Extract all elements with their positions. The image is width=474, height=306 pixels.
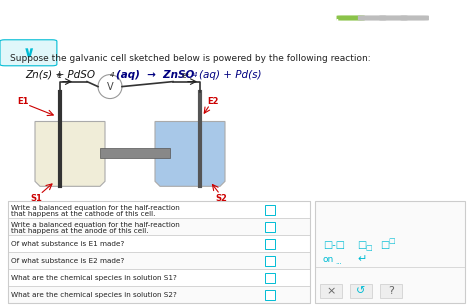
Text: on: on [323,255,334,264]
FancyBboxPatch shape [0,40,57,66]
Text: 4: 4 [193,72,198,78]
Text: Suppose the galvanic cell sketched below is powered by the following reaction:: Suppose the galvanic cell sketched below… [10,54,371,63]
Text: Write a balanced equation for the half-reaction: Write a balanced equation for the half-r… [11,205,180,211]
Text: E2: E2 [207,96,219,106]
Bar [265,239,275,249]
FancyBboxPatch shape [337,15,365,21]
Text: What are the chemical species in solution S1?: What are the chemical species in solutio… [11,274,177,281]
Text: that happens at the cathode of this cell.: that happens at the cathode of this cell… [11,211,155,217]
Text: Of what substance is E2 made?: Of what substance is E2 made? [11,258,124,264]
Bar [265,256,275,266]
Text: Zn(s) + PdSO: Zn(s) + PdSO [25,70,95,80]
Text: e⁻: e⁻ [182,71,191,80]
Bar [265,205,275,215]
Bar [8,269,310,286]
Text: (aq)  →  ZnSO: (aq) → ZnSO [116,70,194,80]
Text: ×: × [326,286,336,296]
Text: Write a balanced equation for the half-reaction: Write a balanced equation for the half-r… [11,222,180,228]
Text: ↺: ↺ [356,286,365,296]
Text: Of what substance is E1 made?: Of what substance is E1 made? [11,241,124,247]
Text: S2: S2 [215,194,227,203]
Text: (aq) + Pd(s): (aq) + Pd(s) [199,70,262,80]
Bar [8,252,310,269]
Text: ∨: ∨ [22,44,35,60]
Circle shape [98,75,122,99]
Text: 4: 4 [110,72,115,78]
Text: E1: E1 [17,96,28,106]
Text: ...: ... [335,259,342,265]
Text: What are the chemical species in solution S2?: What are the chemical species in solutio… [11,292,177,297]
Text: O ELECTROCHEMISTRY: O ELECTROCHEMISTRY [26,4,113,13]
Bar [350,284,372,298]
FancyBboxPatch shape [358,15,386,21]
Polygon shape [155,121,225,186]
FancyBboxPatch shape [401,15,429,21]
Text: that happens at the anode of this cell.: that happens at the anode of this cell. [11,228,148,234]
Polygon shape [35,121,105,186]
Text: Designing a galvanic cell from a single-displacement redox...: Designing a galvanic cell from a single-… [26,19,363,29]
Text: □: □ [388,238,395,244]
Text: V: V [107,82,113,91]
Bar [100,148,170,159]
Text: □: □ [357,241,366,251]
Bar [8,201,310,303]
Bar [315,201,465,303]
Bar [8,235,310,252]
Text: □: □ [365,245,372,252]
Text: ?: ? [388,286,394,296]
Bar [8,201,310,218]
Bar [320,284,342,298]
Bar [265,222,275,232]
Bar [265,273,275,282]
Bar [265,289,275,300]
Text: ↵: ↵ [357,254,366,264]
Bar [8,218,310,235]
Text: □-□: □-□ [323,241,345,251]
FancyBboxPatch shape [379,15,408,21]
Text: e⁻: e⁻ [57,71,65,80]
Bar [8,286,310,303]
Text: □: □ [380,241,389,251]
Bar [380,284,402,298]
Text: S1: S1 [30,194,42,203]
